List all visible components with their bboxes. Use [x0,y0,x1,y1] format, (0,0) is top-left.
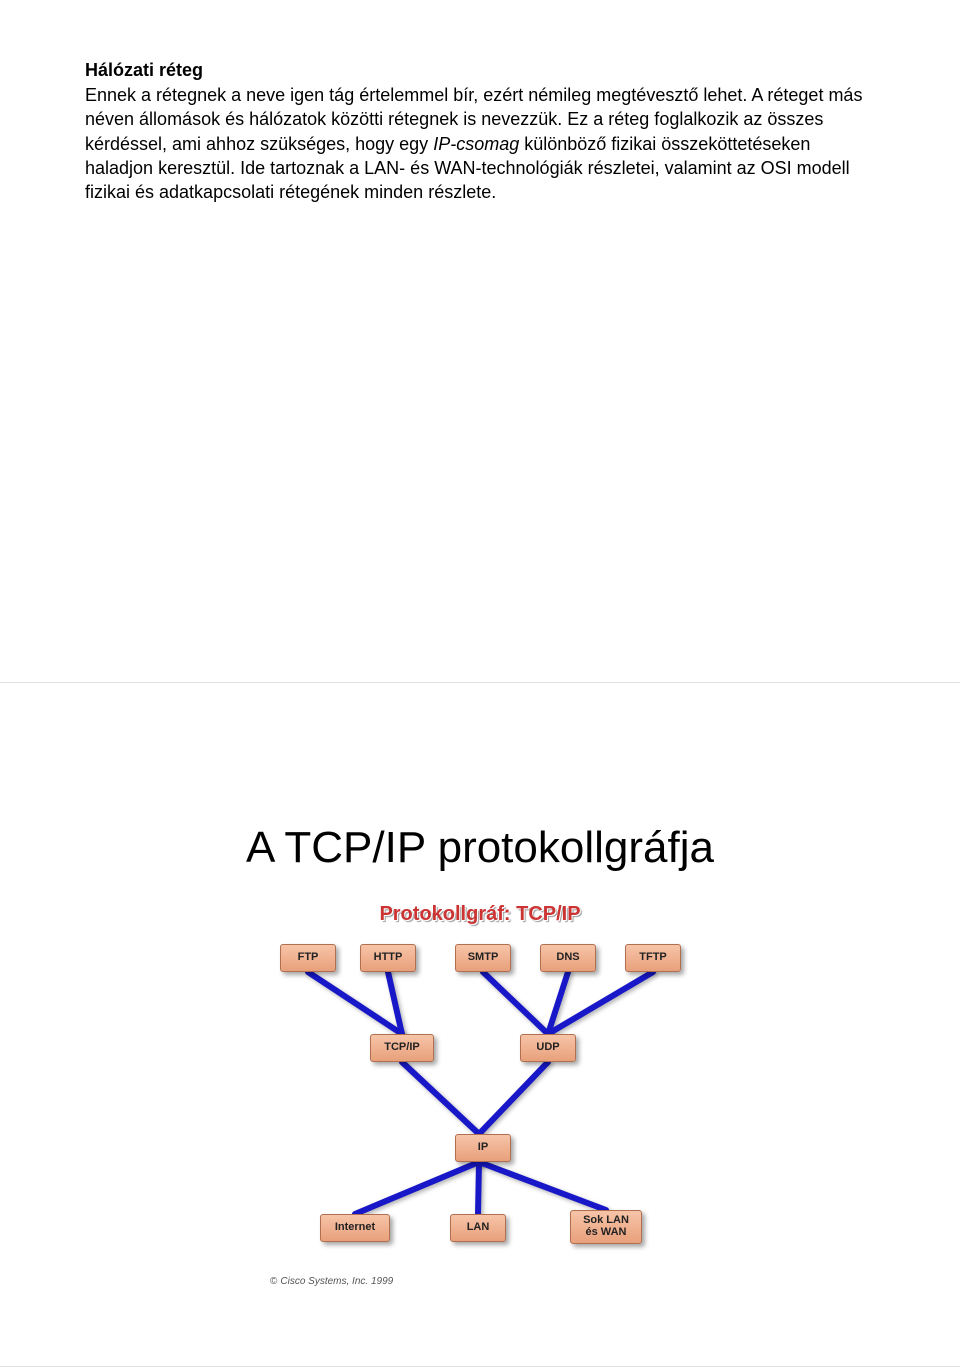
edge-smtp-udp [483,972,548,1034]
node-internet: Internet [320,1214,390,1242]
node-udp: UDP [520,1034,576,1062]
edge-ip-lan [478,1162,479,1214]
body-italic: IP-csomag [433,134,519,154]
section-body: Ennek a rétegnek a neve igen tág értelem… [85,83,875,204]
edge-tcpip-ip [402,1062,479,1134]
edge-ip-internet [355,1162,479,1214]
edge-udp-ip [479,1062,548,1134]
copyright-line: ©Cisco Systems, Inc. 1999 [270,1276,700,1287]
node-dns: DNS [540,944,596,972]
node-smtp: SMTP [455,944,511,972]
node-lan: LAN [450,1214,506,1242]
edge-ip-soklan [479,1162,606,1210]
node-tftp: TFTP [625,944,681,972]
node-ftp: FTP [280,944,336,972]
section-heading: Hálózati réteg [85,60,875,81]
slide-title: A TCP/IP protokollgráfja [85,823,875,873]
copyright-symbol: © [270,1276,277,1287]
protocol-graph: Protokollgráf: TCP/IP FTP HTTP SMTP DNS TFTP… [260,903,700,1287]
node-tcpip: TCP/IP [370,1034,434,1062]
graph-title: Protokollgráf: TCP/IP [260,903,700,926]
copyright-text: Cisco Systems, Inc. 1999 [280,1276,393,1287]
diagram-canvas: FTP HTTP SMTP DNS TFTP TCP/IP UDP IP Internet LAN… [260,944,700,1254]
page-1: Hálózati réteg Ennek a rétegnek a neve i… [0,0,960,683]
node-http: HTTP [360,944,416,972]
node-soklan: Sok LAN és WAN [570,1210,642,1244]
page-2: A TCP/IP protokollgráfja Protokollgráf: … [0,683,960,1367]
node-ip: IP [455,1134,511,1162]
diagram-edges [260,944,700,1254]
